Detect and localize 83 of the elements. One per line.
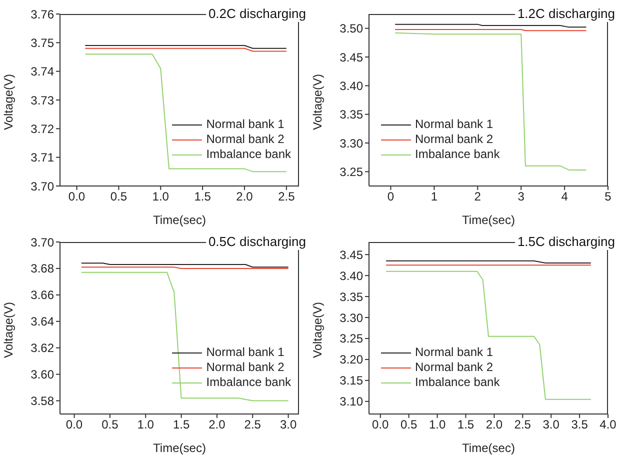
legend-label: Imbalance bank (206, 375, 291, 390)
x-tick-label: 1.5 (194, 190, 212, 204)
x-axis-title: Time(sec) (153, 213, 206, 227)
y-tick-label: 3.73 (30, 93, 54, 108)
y-tick-label: 3.50 (340, 22, 364, 36)
x-tick-label: 2.0 (486, 418, 503, 432)
x-tick-label: 1.5 (457, 418, 474, 432)
x-tick-label: 3.0 (542, 418, 560, 432)
x-tick-label: 1.5 (172, 418, 190, 432)
y-tick-label: 3.70 (30, 179, 54, 194)
x-tick-label: 5 (604, 190, 612, 204)
y-axis-title: Voltage(V) (310, 74, 324, 130)
y-tick-label: 3.74 (30, 64, 54, 79)
x-axis-title: Time(sec) (462, 213, 515, 227)
y-tick-label: 3.35 (340, 108, 364, 122)
y-tick-label: 3.25 (340, 164, 364, 179)
legend-label: Imbalance bank (415, 375, 500, 390)
x-tick-label: 3 (518, 190, 525, 204)
y-tick-label: 3.68 (30, 262, 54, 276)
y-tick-label: 3.25 (340, 332, 364, 346)
x-tick-label: 1 (430, 190, 438, 204)
y-tick-label: 3.76 (30, 7, 54, 22)
legend-label: Normal bank 2 (206, 132, 284, 147)
y-axis-title: Voltage(V) (1, 74, 16, 130)
line-series (80, 272, 289, 402)
y-tick-label: 3.40 (340, 268, 364, 283)
x-tick-label: 1.0 (428, 418, 446, 432)
x-tick-label: 2 (474, 190, 482, 204)
legend-label: Imbalance bank (206, 147, 291, 162)
x-tick-label: 0.0 (372, 418, 390, 432)
y-tick-label: 3.72 (30, 122, 54, 136)
y-tick-label: 3.45 (340, 50, 364, 64)
x-tick-label: 0.5 (102, 418, 119, 432)
legend-label: Imbalance bank (415, 147, 500, 162)
x-tick-label: 0 (387, 190, 394, 204)
x-tick-label: 2.5 (514, 418, 532, 432)
x-tick-label: 0.5 (400, 418, 418, 432)
y-tick-label: 3.58 (30, 394, 54, 408)
line-series (394, 32, 587, 170)
legend-label: Normal bank 1 (415, 345, 494, 360)
x-tick-label: 2.5 (278, 190, 296, 204)
x-axis-title: Time(sec) (153, 441, 206, 455)
x-tick-label: 4 (561, 190, 568, 204)
y-tick-label: 3.30 (340, 136, 364, 150)
y-tick-label: 3.20 (340, 352, 364, 367)
x-tick-label: 3.5 (571, 418, 588, 432)
y-tick-label: 3.64 (30, 314, 54, 329)
y-tick-label: 3.70 (30, 235, 54, 250)
x-tick-label: 0.0 (66, 418, 83, 432)
chart-title: 0.2C discharging (206, 6, 307, 22)
legend-label: Normal bank 2 (415, 360, 494, 375)
x-tick-label: 0.0 (68, 190, 86, 204)
y-tick-label: 3.15 (340, 374, 364, 388)
chart-title: 0.5C discharging (206, 234, 307, 250)
y-tick-label: 3.35 (340, 290, 364, 304)
chart-title: 1.2C discharging (515, 6, 616, 22)
y-axis-title: Voltage(V) (310, 302, 324, 358)
y-tick-label: 3.40 (340, 78, 364, 93)
line-series (386, 270, 592, 400)
x-tick-label: 2.0 (208, 418, 226, 432)
x-tick-label: 4.0 (600, 418, 617, 432)
x-axis-title: Time(sec) (462, 441, 515, 455)
x-tick-label: 0.5 (110, 190, 128, 204)
legend-label: Normal bank 1 (415, 117, 494, 132)
x-tick-label: 1.0 (137, 418, 154, 432)
y-tick-label: 3.66 (30, 288, 54, 302)
legend-label: Normal bank 1 (206, 345, 284, 360)
legend-label: Normal bank 2 (415, 132, 494, 147)
x-tick-label: 2.0 (236, 190, 254, 204)
y-tick-label: 3.45 (340, 248, 364, 262)
y-tick-label: 3.62 (30, 341, 54, 356)
x-tick-label: 2.5 (244, 418, 262, 432)
y-tick-label: 3.60 (30, 368, 54, 382)
x-tick-label: 3.0 (280, 418, 297, 432)
legend-label: Normal bank 1 (206, 117, 284, 132)
legend-label: Normal bank 2 (206, 360, 284, 375)
y-axis-title: Voltage(V) (1, 302, 16, 358)
y-tick-label: 3.75 (30, 36, 54, 50)
y-tick-label: 3.71 (30, 150, 54, 165)
y-tick-label: 3.30 (340, 310, 364, 325)
chart-title: 1.5C discharging (515, 234, 616, 250)
y-tick-label: 3.10 (340, 394, 364, 409)
x-tick-label: 1.0 (152, 190, 170, 204)
